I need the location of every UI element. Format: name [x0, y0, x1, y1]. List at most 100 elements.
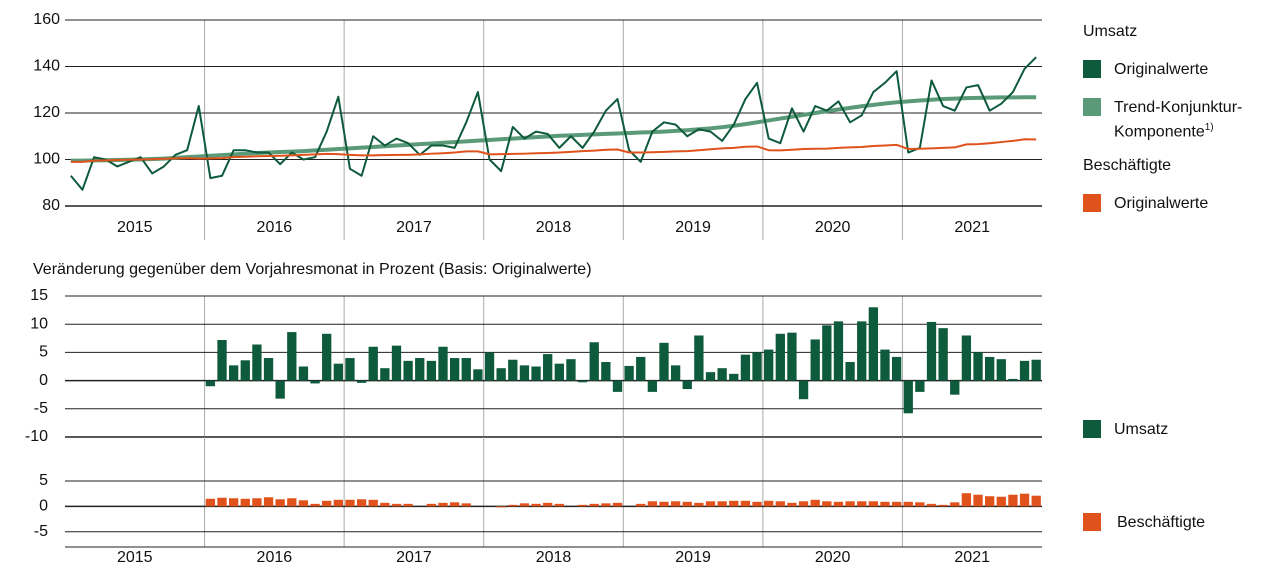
bar — [636, 503, 646, 507]
bar — [252, 344, 262, 381]
x-tick-label: 2015 — [117, 219, 153, 236]
bar — [380, 502, 390, 507]
x-tick-label: 2019 — [675, 219, 711, 236]
bar — [903, 501, 913, 507]
bar — [670, 365, 681, 381]
y-tick-label: 160 — [33, 11, 60, 28]
bar — [973, 352, 983, 381]
bar — [903, 380, 913, 414]
bar — [205, 498, 216, 507]
bar — [880, 501, 890, 507]
bar — [310, 503, 320, 507]
bar — [566, 359, 576, 381]
bar — [798, 380, 809, 400]
bar — [764, 500, 774, 507]
y-tick-label: 80 — [42, 197, 60, 214]
bar — [531, 366, 541, 381]
chart-subtitle: Veränderung gegenüber dem Vorjahresmonat… — [33, 261, 592, 278]
line-series — [70, 138, 1037, 163]
y-tick-label: 5 — [39, 344, 48, 361]
bar — [857, 501, 867, 507]
line-series — [70, 56, 1037, 191]
bar — [961, 335, 972, 381]
bar — [473, 369, 483, 381]
bar — [543, 354, 553, 381]
bar — [612, 502, 623, 507]
x-tick-label: 2015 — [117, 549, 153, 566]
bar — [333, 499, 343, 507]
bar — [612, 380, 623, 392]
legend-swatch — [1083, 194, 1101, 212]
bar — [589, 342, 599, 381]
bar — [380, 368, 390, 381]
bar — [263, 358, 274, 381]
legend-label: Originalwerte — [1114, 194, 1244, 214]
bar — [729, 373, 739, 381]
bar — [275, 380, 285, 399]
x-tick-label: 2021 — [954, 219, 990, 236]
bar — [345, 499, 355, 507]
bar — [345, 358, 355, 381]
bar — [1008, 494, 1018, 507]
y-tick-label: -5 — [34, 400, 48, 417]
bar — [438, 502, 448, 507]
legend-label: Trend-Konjunktur-Komponente1) — [1114, 98, 1244, 142]
bar — [461, 503, 471, 507]
bar — [275, 499, 285, 507]
x-tick-label: 2017 — [396, 219, 432, 236]
y-tick-label: 5 — [39, 472, 48, 489]
bar — [624, 365, 634, 381]
bar — [333, 363, 343, 381]
bar — [508, 359, 518, 381]
bar — [1019, 493, 1030, 507]
bar — [391, 345, 402, 381]
legend-text: Originalwerte — [1114, 61, 1209, 78]
bar — [740, 500, 751, 507]
bar — [915, 380, 925, 392]
bar — [775, 333, 785, 381]
bar — [415, 358, 425, 381]
bar — [659, 501, 669, 507]
bar — [461, 358, 471, 381]
legend-group-title: Umsatz — [1083, 23, 1138, 40]
bar — [519, 365, 530, 381]
bar — [217, 497, 227, 507]
legend-label: Umsatz — [1114, 420, 1244, 440]
legend-swatch — [1083, 60, 1101, 78]
y-tick-label: -10 — [25, 428, 48, 445]
legend-text: Beschäftigte — [1117, 514, 1206, 531]
bar — [787, 332, 797, 381]
bar — [694, 502, 704, 507]
bar — [682, 380, 692, 390]
bar — [810, 339, 820, 381]
y-tick-label: 120 — [33, 104, 60, 121]
bar — [705, 372, 716, 381]
bar — [787, 502, 797, 507]
x-tick-label: 2017 — [396, 549, 432, 566]
bar — [403, 503, 413, 507]
bar — [322, 333, 332, 381]
bar — [880, 349, 890, 381]
x-tick-label: 2018 — [536, 219, 572, 236]
bar — [496, 506, 506, 508]
bar — [577, 380, 588, 383]
bar — [798, 501, 809, 507]
bar — [1019, 360, 1030, 381]
bar — [356, 499, 367, 507]
bar — [752, 352, 762, 381]
bar — [298, 500, 309, 507]
bar — [740, 354, 751, 381]
bar — [554, 503, 564, 507]
x-tick-label: 2016 — [257, 549, 293, 566]
legend-group-title: Beschäftigte — [1083, 157, 1172, 174]
bar — [449, 358, 460, 381]
bar — [531, 503, 541, 507]
bar — [647, 380, 658, 392]
bar — [915, 502, 925, 507]
legend-swatch — [1083, 98, 1101, 116]
bar — [508, 504, 518, 507]
bar — [217, 339, 227, 381]
bar — [356, 380, 367, 383]
